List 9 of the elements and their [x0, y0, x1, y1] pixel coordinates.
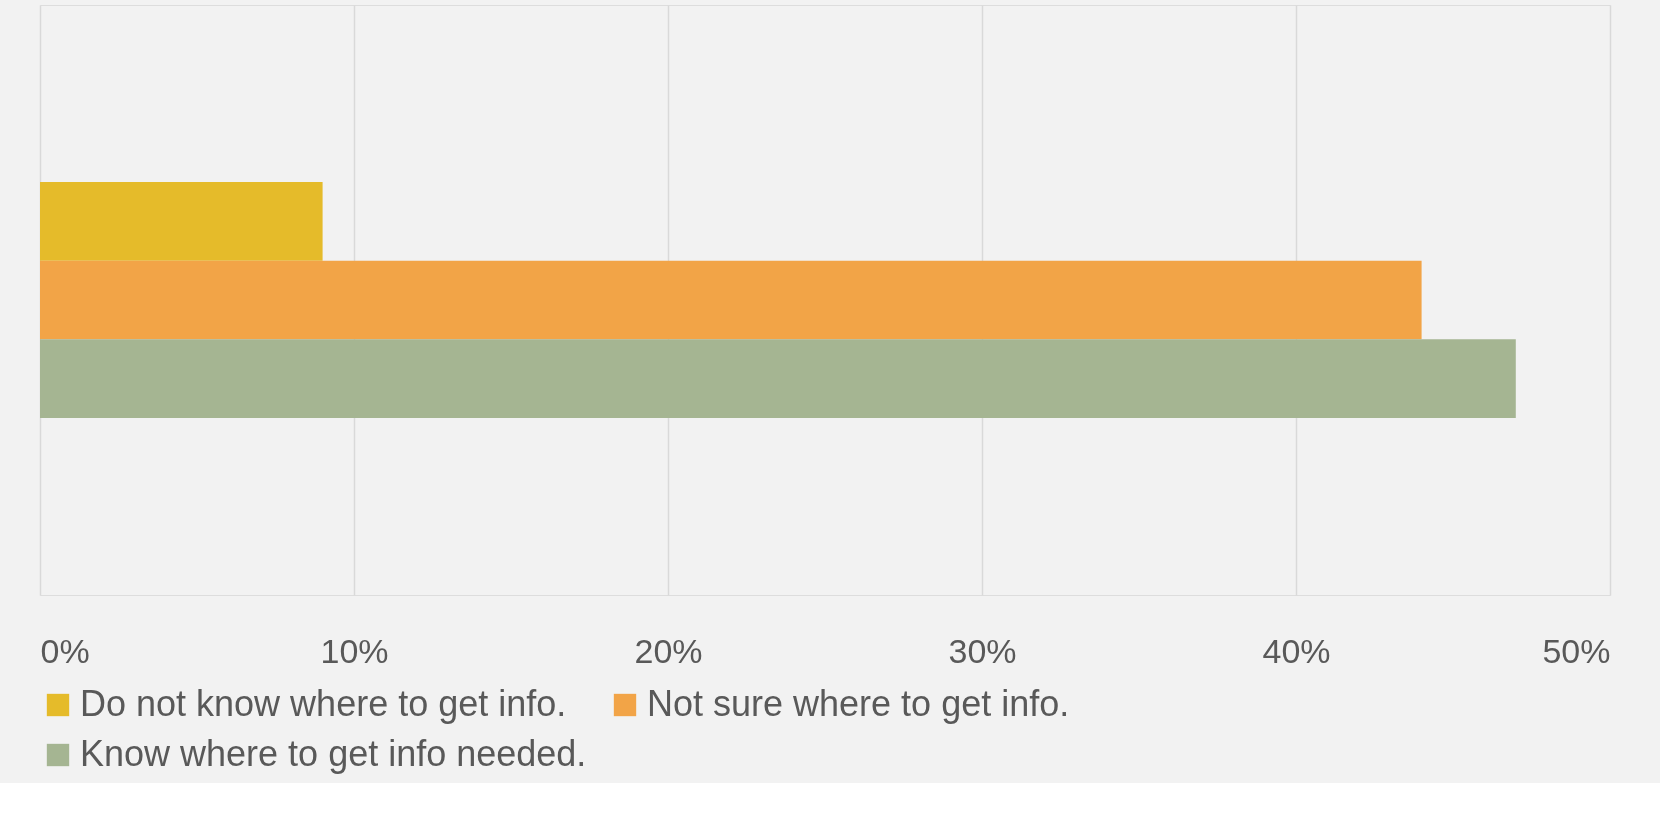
legend-label: Know where to get info needed. [80, 733, 587, 774]
legend-label: Not sure where to get info. [647, 683, 1070, 724]
x-tick-label: 10% [320, 631, 389, 670]
x-tick-label: 0% [40, 631, 90, 670]
legend-label: Do not know where to get info. [80, 683, 567, 724]
x-tick-label: 50% [1542, 631, 1611, 670]
x-tick-label: 20% [634, 631, 703, 670]
x-tick-label: 30% [948, 631, 1017, 670]
x-tick-label: 40% [1262, 631, 1331, 670]
